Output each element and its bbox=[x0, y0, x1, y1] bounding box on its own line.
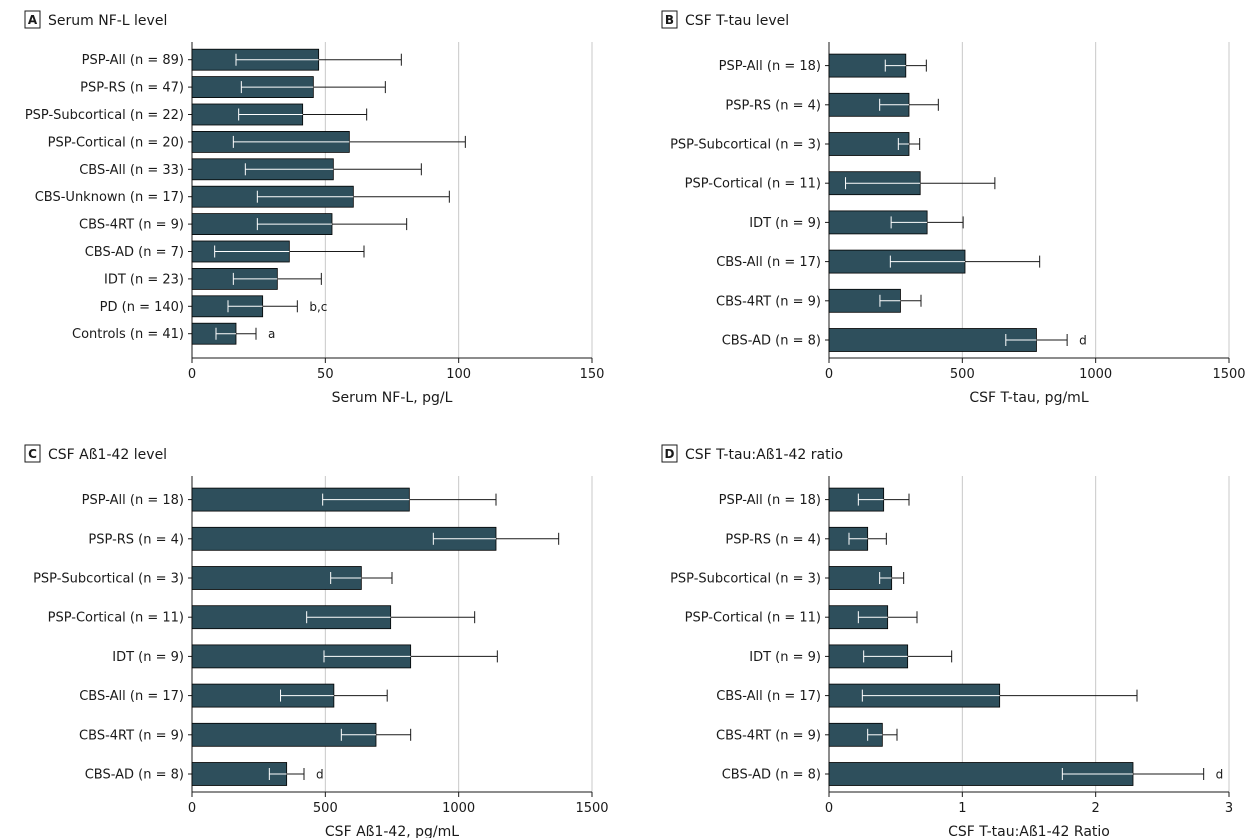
panel-letter: C bbox=[28, 447, 37, 461]
x-tick-label: 1000 bbox=[442, 801, 475, 816]
category-label: PD (n = 140) bbox=[100, 300, 184, 315]
chart-panel-a: A Serum NF-L level PSP-All (n = 89) PSP-RS … bbox=[24, 10, 605, 406]
category-label: PSP-RS (n = 4) bbox=[88, 532, 184, 547]
category-label: CBS-4RT (n = 9) bbox=[79, 728, 184, 743]
category-label: PSP-All (n = 18) bbox=[719, 493, 821, 508]
panel-letter-box bbox=[661, 10, 678, 29]
x-tick-label: 0 bbox=[188, 367, 196, 382]
significance-label: a bbox=[268, 327, 275, 341]
x-tick-label: 1500 bbox=[575, 801, 608, 816]
panel-letter: B bbox=[665, 13, 674, 27]
x-tick-label: 500 bbox=[950, 367, 975, 382]
x-tick-label: 100 bbox=[446, 367, 471, 382]
category-label: IDT (n = 9) bbox=[112, 650, 184, 665]
significance-label: b,c bbox=[309, 300, 327, 314]
category-label: PSP-All (n = 18) bbox=[719, 59, 821, 74]
panel-letter-box bbox=[661, 444, 678, 463]
x-tick-label: 1 bbox=[958, 801, 966, 816]
panel-letter-box bbox=[24, 444, 41, 463]
category-label: PSP-Cortical (n = 11) bbox=[685, 611, 821, 626]
x-axis-title: CSF T-tau, pg/mL bbox=[969, 390, 1088, 406]
panel-letter: A bbox=[28, 13, 38, 27]
category-label: IDT (n = 23) bbox=[104, 272, 184, 287]
category-label: CBS-Unknown (n = 17) bbox=[35, 190, 184, 205]
x-tick-label: 1500 bbox=[1212, 367, 1245, 382]
category-label: PSP-RS (n = 47) bbox=[80, 81, 184, 96]
significance-label: d bbox=[1079, 334, 1087, 348]
x-axis-title: CSF T-tau:Aß1-42 Ratio bbox=[948, 824, 1110, 838]
x-tick-label: 500 bbox=[313, 801, 338, 816]
x-axis-title: Serum NF-L, pg/L bbox=[332, 390, 453, 406]
category-label: CBS-AD (n = 8) bbox=[85, 768, 184, 783]
category-label: Controls (n = 41) bbox=[72, 327, 184, 342]
category-label: CBS-AD (n = 8) bbox=[722, 768, 821, 783]
x-tick-label: 1000 bbox=[1079, 367, 1112, 382]
category-label: PSP-Subcortical (n = 22) bbox=[25, 108, 184, 123]
panel-letter: D bbox=[665, 447, 675, 461]
category-label: CBS-All (n = 17) bbox=[716, 689, 821, 704]
x-tick-label: 0 bbox=[825, 367, 833, 382]
category-label: PSP-Cortical (n = 11) bbox=[685, 177, 821, 192]
panel-title: CSF T-tau level bbox=[685, 13, 789, 29]
x-tick-label: 150 bbox=[580, 367, 605, 382]
chart-panel-c: C CSF Aß1-42 level PSP-All (n = 18) PSP-RS … bbox=[24, 444, 609, 838]
category-label: CBS-AD (n = 8) bbox=[722, 334, 821, 349]
category-label: CBS-4RT (n = 9) bbox=[716, 728, 821, 743]
x-tick-label: 50 bbox=[317, 367, 334, 382]
category-label: PSP-All (n = 18) bbox=[82, 493, 184, 508]
category-label: PSP-Cortical (n = 11) bbox=[48, 611, 184, 626]
category-label: CBS-All (n = 17) bbox=[716, 255, 821, 270]
significance-label: d bbox=[316, 768, 324, 782]
panel-title: Serum NF-L level bbox=[48, 13, 167, 29]
category-label: PSP-Subcortical (n = 3) bbox=[670, 138, 821, 153]
category-label: IDT (n = 9) bbox=[749, 650, 821, 665]
category-label: CBS-4RT (n = 9) bbox=[716, 294, 821, 309]
panel-title: CSF T-tau:Aß1-42 ratio bbox=[685, 447, 843, 463]
category-label: PSP-RS (n = 4) bbox=[725, 532, 821, 547]
category-label: CBS-All (n = 33) bbox=[79, 163, 184, 178]
chart-panel-d: D CSF T-tau:Aß1-42 ratio PSP-All (n = 18) P… bbox=[661, 444, 1233, 838]
x-tick-label: 2 bbox=[1092, 801, 1100, 816]
panel-title: CSF Aß1-42 level bbox=[48, 447, 167, 463]
category-label: IDT (n = 9) bbox=[749, 216, 821, 231]
significance-label: d bbox=[1216, 768, 1224, 782]
category-label: PSP-Subcortical (n = 3) bbox=[33, 572, 184, 587]
bar bbox=[828, 132, 910, 156]
category-label: CBS-4RT (n = 9) bbox=[79, 218, 184, 233]
category-label: CBS-All (n = 17) bbox=[79, 689, 184, 704]
x-tick-label: 0 bbox=[825, 801, 833, 816]
x-tick-label: 0 bbox=[188, 801, 196, 816]
category-label: PSP-Subcortical (n = 3) bbox=[670, 572, 821, 587]
chart-panel-b: B CSF T-tau level PSP-All (n = 18) PSP-RS (… bbox=[661, 10, 1246, 406]
x-axis-title: CSF Aß1-42, pg/mL bbox=[325, 824, 459, 838]
category-label: CBS-AD (n = 7) bbox=[85, 245, 184, 260]
x-tick-label: 3 bbox=[1225, 801, 1233, 816]
panel-letter-box bbox=[24, 10, 41, 29]
category-label: PSP-RS (n = 4) bbox=[725, 98, 821, 113]
category-label: PSP-All (n = 89) bbox=[82, 53, 184, 68]
category-label: PSP-Cortical (n = 20) bbox=[48, 135, 184, 150]
